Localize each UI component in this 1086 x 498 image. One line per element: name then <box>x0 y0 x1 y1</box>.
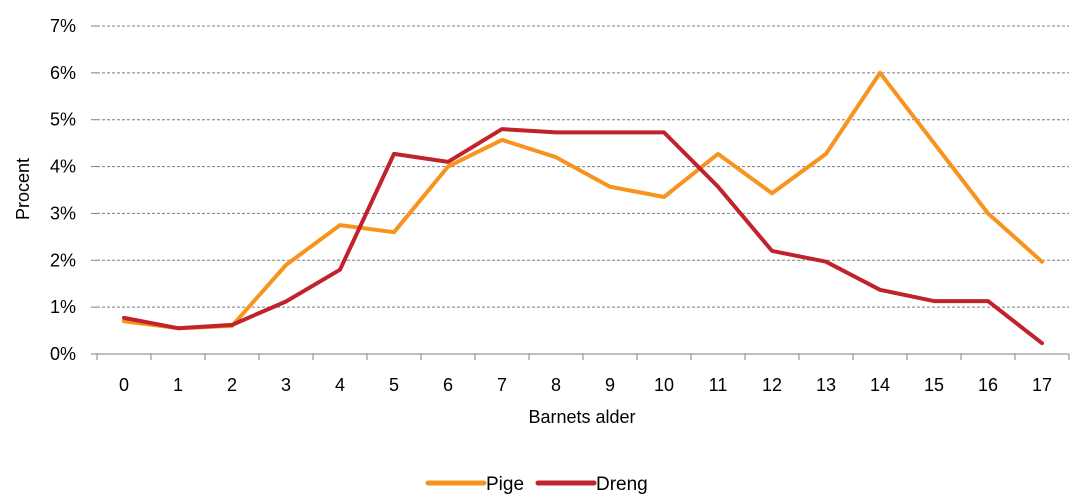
axes <box>91 25 1070 360</box>
x-tick-label: 1 <box>173 375 183 395</box>
x-tick-label: 6 <box>443 375 453 395</box>
series-line-pige <box>122 70 1044 331</box>
legend-label-dreng: Dreng <box>596 474 648 495</box>
x-tick-label: 0 <box>119 375 129 395</box>
x-tick-label: 11 <box>709 375 728 395</box>
x-tick-label: 5 <box>389 375 399 395</box>
x-tick-label: 7 <box>497 375 507 395</box>
x-tick-label: 12 <box>762 375 782 395</box>
series-lines <box>122 70 1044 346</box>
y-tick-label: 5% <box>50 110 76 130</box>
x-axis-title: Barnets alder <box>528 407 635 427</box>
y-tick-label: 1% <box>50 297 76 317</box>
gridlines <box>97 25 1069 308</box>
x-tick-label: 2 <box>227 375 237 395</box>
x-tick-label: 9 <box>605 375 615 395</box>
y-tick-label: 0% <box>50 344 76 364</box>
y-tick-label: 2% <box>50 250 76 270</box>
x-tick-label: 14 <box>870 375 890 395</box>
series-line-dreng <box>122 127 1044 346</box>
y-tick-label: 7% <box>50 16 76 36</box>
x-tick-label: 8 <box>551 375 561 395</box>
x-tick-label: 4 <box>335 375 345 395</box>
y-tick-label: 3% <box>50 203 76 223</box>
x-tick-label: 13 <box>816 375 836 395</box>
x-tick-label: 3 <box>281 375 291 395</box>
y-axis-title: Procent <box>13 158 33 220</box>
x-tick-label: 16 <box>978 375 998 395</box>
tick-labels: 0%1%2%3%4%5%6%7%0 1 2 3 4 5 6 7 8 9 10 11 12 13 14 15 16… <box>50 16 1052 395</box>
legend-label-pige: Pige <box>486 474 524 495</box>
legend: Pige Dreng <box>425 474 648 495</box>
x-tick-label: 17 <box>1032 375 1052 395</box>
y-tick-label: 6% <box>50 63 76 83</box>
x-tick-label: 10 <box>654 375 674 395</box>
y-tick-label: 4% <box>50 157 76 177</box>
x-tick-label: 15 <box>924 375 944 395</box>
